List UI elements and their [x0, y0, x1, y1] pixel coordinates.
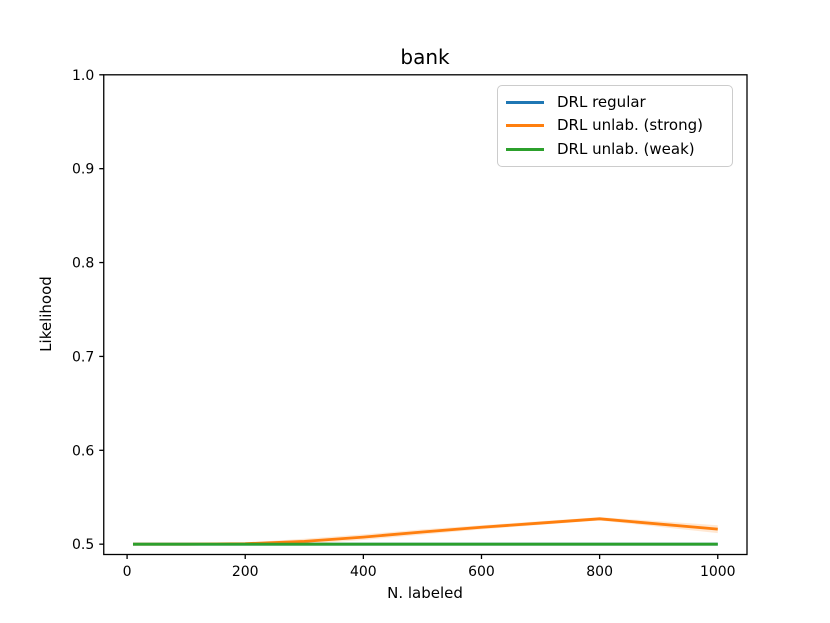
x-tick-label: 600 [468, 564, 495, 580]
y-tick-label: 0.9 [72, 162, 94, 178]
legend-line-sample-drl-unlab-strong [506, 124, 544, 128]
legend-label: DRL unlab. (weak) [557, 139, 695, 158]
legend-item: DRL unlab. (strong) [506, 115, 726, 137]
chart-title: bank [400, 45, 450, 69]
legend-item: DRL unlab. (weak) [506, 138, 726, 160]
series-line-1 [132, 517, 718, 546]
axes-frame [103, 74, 748, 556]
x-ticks: 0 200 400 600 800 1000 [123, 554, 736, 580]
y-ticks: 0.5 0.6 0.7 0.8 0.9 1.0 [72, 68, 104, 553]
y-tick-label: 0.7 [72, 349, 94, 365]
y-tick-label: 1.0 [72, 68, 94, 84]
legend-line-sample-drl-unlab-weak [506, 147, 544, 151]
x-axis-label: N. labeled [387, 584, 463, 602]
x-tick-label: 400 [350, 564, 377, 580]
legend-label: DRL regular [557, 93, 646, 112]
x-tick-label: 200 [232, 564, 259, 580]
y-tick-label: 0.8 [72, 256, 94, 272]
legend-line-sample-drl-regular [506, 101, 544, 105]
legend-label: DRL unlab. (strong) [557, 116, 703, 135]
series-lines [132, 517, 718, 546]
y-tick-label: 0.6 [72, 443, 94, 459]
x-tick-label: 1000 [700, 564, 736, 580]
y-axis-label: Likelihood [37, 276, 55, 352]
x-tick-label: 800 [586, 564, 613, 580]
legend-item: DRL regular [506, 92, 726, 114]
y-tick-label: 0.5 [72, 537, 94, 553]
legend: DRL regular DRL unlab. (strong) DRL unla… [497, 85, 733, 167]
x-tick-label: 0 [123, 564, 132, 580]
